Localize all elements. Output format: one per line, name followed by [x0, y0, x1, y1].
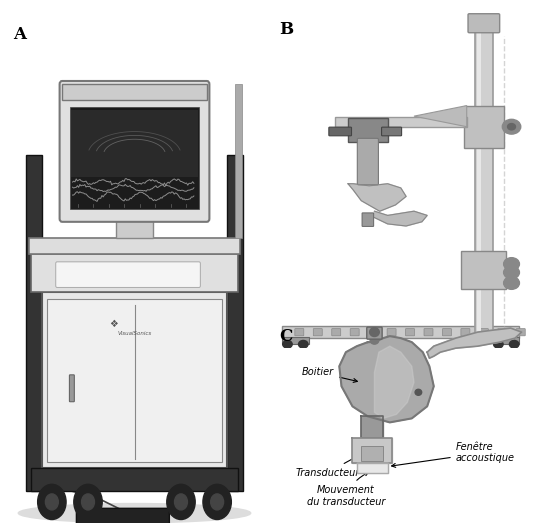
FancyBboxPatch shape — [69, 375, 74, 402]
FancyBboxPatch shape — [29, 238, 240, 254]
Polygon shape — [374, 211, 427, 226]
Polygon shape — [427, 328, 522, 358]
FancyBboxPatch shape — [335, 117, 467, 127]
FancyBboxPatch shape — [71, 110, 198, 177]
Circle shape — [282, 341, 292, 348]
Circle shape — [504, 258, 519, 270]
FancyBboxPatch shape — [357, 138, 378, 185]
Circle shape — [299, 341, 308, 348]
FancyBboxPatch shape — [464, 106, 504, 148]
Circle shape — [370, 336, 379, 344]
Text: Mouvement
du transducteur: Mouvement du transducteur — [307, 472, 385, 507]
Circle shape — [203, 484, 231, 520]
Circle shape — [507, 124, 515, 130]
Circle shape — [45, 494, 58, 510]
FancyBboxPatch shape — [332, 328, 341, 336]
FancyBboxPatch shape — [406, 328, 414, 336]
FancyBboxPatch shape — [116, 219, 153, 238]
Circle shape — [82, 494, 95, 510]
FancyBboxPatch shape — [367, 327, 382, 339]
FancyBboxPatch shape — [329, 127, 351, 136]
Polygon shape — [348, 184, 406, 211]
Circle shape — [504, 277, 519, 289]
FancyBboxPatch shape — [493, 337, 520, 344]
FancyBboxPatch shape — [362, 213, 374, 227]
FancyBboxPatch shape — [62, 84, 207, 100]
FancyBboxPatch shape — [369, 328, 378, 336]
Polygon shape — [362, 417, 383, 438]
FancyBboxPatch shape — [26, 155, 41, 491]
FancyBboxPatch shape — [350, 328, 359, 336]
Circle shape — [493, 341, 503, 348]
Text: ❖: ❖ — [109, 319, 118, 329]
FancyBboxPatch shape — [462, 251, 506, 289]
FancyBboxPatch shape — [295, 328, 304, 336]
Circle shape — [167, 484, 195, 520]
FancyBboxPatch shape — [479, 328, 489, 336]
Circle shape — [370, 328, 379, 336]
Ellipse shape — [18, 504, 251, 523]
Text: Boitier: Boitier — [302, 367, 357, 382]
Text: C: C — [280, 328, 293, 345]
Text: Transducteur: Transducteur — [295, 452, 364, 477]
FancyBboxPatch shape — [461, 328, 470, 336]
FancyBboxPatch shape — [228, 155, 243, 491]
Text: B: B — [280, 21, 294, 37]
FancyBboxPatch shape — [362, 447, 383, 460]
FancyBboxPatch shape — [475, 25, 493, 338]
FancyBboxPatch shape — [468, 14, 500, 33]
FancyBboxPatch shape — [477, 25, 481, 338]
FancyBboxPatch shape — [381, 127, 401, 136]
Circle shape — [74, 484, 102, 520]
FancyBboxPatch shape — [424, 328, 433, 336]
Circle shape — [509, 341, 519, 348]
Polygon shape — [374, 346, 414, 418]
FancyBboxPatch shape — [516, 328, 525, 336]
FancyBboxPatch shape — [442, 328, 451, 336]
Circle shape — [211, 494, 224, 510]
FancyBboxPatch shape — [60, 81, 209, 222]
Circle shape — [38, 484, 66, 520]
Text: VisualSonics: VisualSonics — [117, 332, 152, 336]
Circle shape — [502, 119, 521, 134]
Text: Fenêtre
accoustique: Fenêtre accoustique — [392, 442, 515, 467]
FancyBboxPatch shape — [348, 118, 387, 142]
FancyBboxPatch shape — [498, 328, 507, 336]
Polygon shape — [357, 463, 387, 473]
FancyBboxPatch shape — [76, 508, 169, 527]
FancyBboxPatch shape — [31, 468, 238, 491]
FancyBboxPatch shape — [31, 254, 238, 293]
Circle shape — [174, 494, 187, 510]
Text: A: A — [13, 26, 26, 43]
Circle shape — [415, 389, 422, 395]
FancyBboxPatch shape — [56, 262, 200, 287]
FancyBboxPatch shape — [282, 326, 520, 338]
Circle shape — [504, 266, 519, 279]
FancyBboxPatch shape — [235, 84, 242, 238]
FancyBboxPatch shape — [313, 328, 322, 336]
FancyBboxPatch shape — [47, 299, 222, 462]
FancyBboxPatch shape — [70, 107, 199, 209]
Polygon shape — [352, 438, 392, 463]
Polygon shape — [339, 336, 434, 422]
FancyBboxPatch shape — [41, 293, 228, 468]
FancyBboxPatch shape — [282, 337, 309, 344]
Polygon shape — [414, 106, 467, 127]
FancyBboxPatch shape — [387, 328, 396, 336]
